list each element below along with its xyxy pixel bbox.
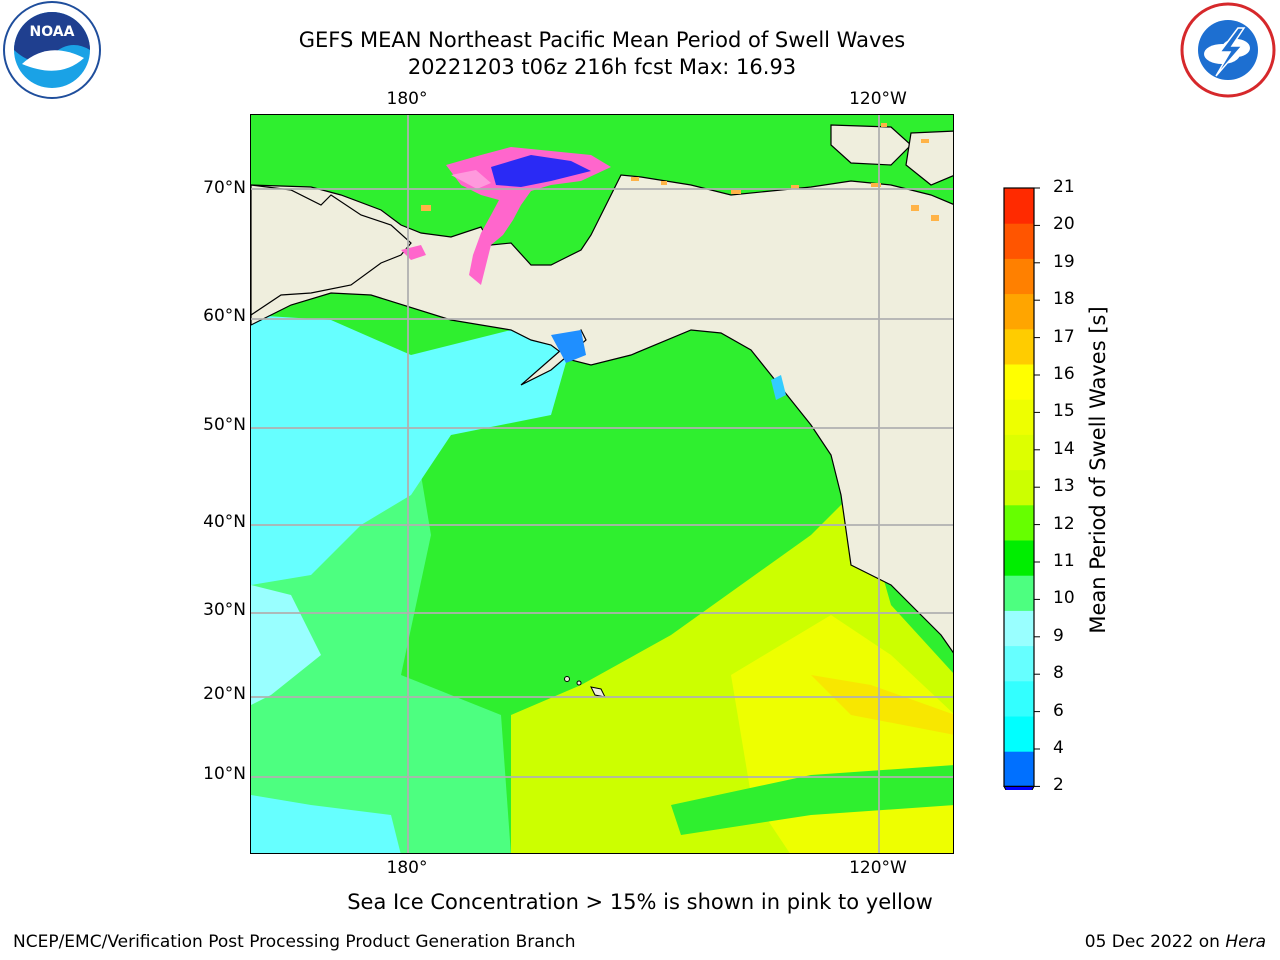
land-north-america bbox=[251, 174, 953, 654]
colorbar-segment bbox=[1004, 540, 1034, 576]
colorbar-segment bbox=[1004, 645, 1034, 682]
ocean-field-16s bbox=[811, 675, 953, 735]
colorbar-tick-label: 8 bbox=[1053, 663, 1064, 684]
nws-logo bbox=[1178, 0, 1278, 104]
colorbar-tick-label: 15 bbox=[1053, 401, 1075, 422]
colorbar-tick-label: 19 bbox=[1053, 251, 1075, 272]
lat-label-40n: 40°N bbox=[203, 512, 246, 532]
colorbar-segment bbox=[1004, 469, 1034, 506]
colorbar-segment bbox=[1004, 434, 1034, 471]
colorbar-tick-label: 18 bbox=[1053, 289, 1075, 310]
colorbar-segment bbox=[1004, 680, 1034, 717]
footer-date: 05 Dec 2022 on Hera bbox=[1085, 932, 1266, 952]
chart-subtitle: 20221203 t06z 216h fcst Max: 16.93 bbox=[407, 55, 797, 79]
land-arctic-island-1 bbox=[830, 124, 912, 166]
colorbar-segment bbox=[1004, 293, 1034, 330]
sea-ice-orange-dots bbox=[421, 123, 939, 221]
ocean-field-8s-south bbox=[251, 795, 401, 853]
sea-ice-light-pink bbox=[451, 170, 491, 189]
colorbar-segment bbox=[1004, 716, 1034, 752]
colorbar-tick-label: 13 bbox=[1053, 476, 1075, 497]
footer-credit: NCEP/EMC/Verification Post Processing Pr… bbox=[13, 932, 576, 952]
colorbar-segment bbox=[1004, 364, 1034, 400]
lat-label-70n: 70°N bbox=[203, 178, 246, 198]
land-hawaii-2 bbox=[576, 680, 582, 686]
colorbar-segment bbox=[1004, 751, 1034, 787]
sea-ice-note: Sea Ice Concentration > 15% is shown in … bbox=[347, 890, 933, 914]
lon-label-180-bottom: 180° bbox=[386, 858, 428, 878]
colorbar-segment bbox=[1004, 610, 1034, 647]
colorbar-segment bbox=[1004, 399, 1034, 435]
lat-label-20n: 20°N bbox=[203, 684, 246, 704]
noaa-logo: NOAA bbox=[0, 0, 104, 108]
colorbar-tick-label: 17 bbox=[1053, 326, 1075, 347]
lon-label-120w-top: 120°W bbox=[849, 89, 907, 109]
colorbar bbox=[990, 180, 1050, 816]
lat-label-10n: 10°N bbox=[203, 764, 246, 784]
colorbar-segment bbox=[1004, 575, 1034, 611]
colorbar-tick-label: 6 bbox=[1053, 700, 1064, 721]
colorbar-segment bbox=[1004, 328, 1034, 365]
colorbar-tick-label: 21 bbox=[1053, 177, 1075, 197]
ocean-field-8s-west bbox=[251, 585, 321, 705]
colorbar-tick-label: 16 bbox=[1053, 364, 1075, 384]
colorbar-tick-label: 4 bbox=[1053, 738, 1064, 758]
footer-machine: Hera bbox=[1225, 932, 1266, 952]
colorbar-segment bbox=[1004, 188, 1034, 224]
bristol-bay-blue bbox=[551, 330, 586, 363]
lon-label-120w-bottom: 120°W bbox=[849, 858, 907, 878]
ocean-field-8s-north bbox=[251, 315, 571, 585]
chart-title: GEFS MEAN Northeast Pacific Mean Period … bbox=[298, 28, 906, 52]
land-arctic-island-2 bbox=[905, 130, 953, 186]
graticule bbox=[251, 115, 953, 853]
lat-label-60n: 60°N bbox=[203, 306, 246, 326]
ocean-field-stripe bbox=[671, 765, 953, 835]
coastal-cyan bbox=[771, 375, 786, 400]
colorbar-tick-label: 9 bbox=[1053, 625, 1064, 646]
lat-label-50n: 50°N bbox=[203, 415, 246, 435]
colorbar-tick-label: 20 bbox=[1053, 214, 1075, 235]
sea-ice-blue-core bbox=[491, 155, 591, 187]
colorbar-segment bbox=[1004, 223, 1034, 259]
colorbar-tick-label: 10 bbox=[1053, 588, 1075, 609]
colorbar-segment bbox=[1004, 504, 1034, 541]
colorbar-tick-label: 12 bbox=[1053, 513, 1075, 534]
colorbar-tick-label: 2 bbox=[1053, 775, 1064, 796]
footer-date-text: 05 Dec 2022 on bbox=[1084, 932, 1226, 952]
colorbar-tick-label: 11 bbox=[1053, 551, 1075, 571]
colorbar-tick-label: 14 bbox=[1053, 438, 1075, 459]
lat-label-30n: 30°N bbox=[203, 600, 246, 620]
lon-label-180-top: 180° bbox=[386, 89, 428, 109]
colorbar-label: Mean Period of Swell Waves [s] bbox=[1086, 306, 1110, 634]
noaa-logo-text: NOAA bbox=[30, 24, 75, 40]
swell-period-map bbox=[250, 114, 954, 854]
colorbar-segment bbox=[1004, 258, 1034, 295]
land-hawaii-1 bbox=[564, 676, 570, 682]
